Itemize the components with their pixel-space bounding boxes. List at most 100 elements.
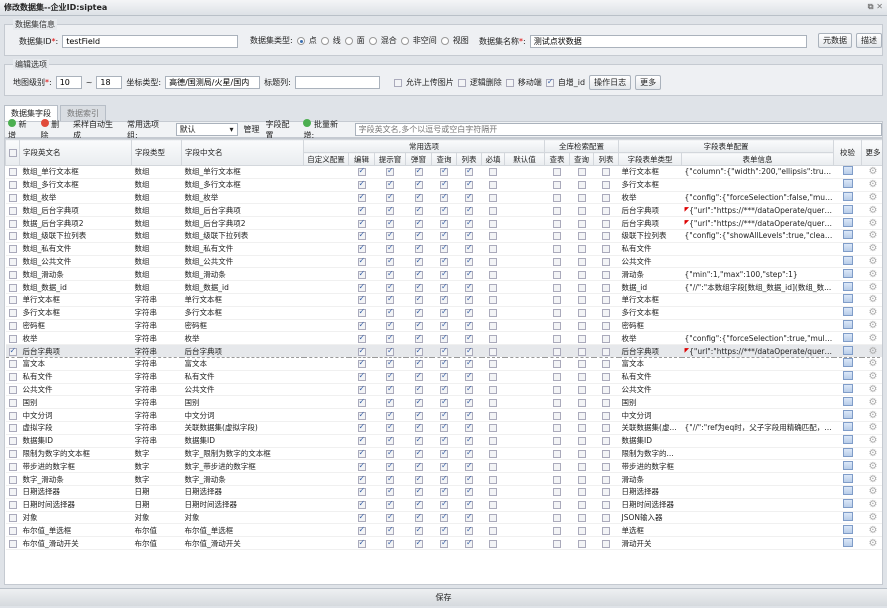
form-type[interactable]: 国别 [618, 395, 682, 410]
form-type[interactable]: 密码框 [618, 319, 682, 333]
list-checkbox[interactable] [465, 435, 473, 446]
form-type[interactable]: 枚举 [618, 331, 682, 346]
search-table-checkbox[interactable] [553, 296, 561, 305]
search-query-checkbox[interactable] [577, 296, 586, 305]
edit-checkbox[interactable] [357, 320, 366, 330]
edit-checkbox[interactable] [357, 499, 366, 510]
required-checkbox[interactable] [489, 296, 497, 305]
default-value-cell[interactable] [504, 447, 545, 461]
search-list-checkbox[interactable] [602, 321, 610, 330]
required-checkbox[interactable] [489, 437, 497, 446]
list-checkbox[interactable] [465, 384, 473, 394]
validate-icon[interactable] [842, 268, 853, 278]
row-select-checkbox[interactable] [8, 296, 17, 305]
validate-icon[interactable] [842, 332, 853, 342]
gear-icon[interactable]: ⚙ [868, 473, 878, 485]
custom-config-cell[interactable] [303, 447, 349, 461]
form-type[interactable]: 级联下拉列表 [618, 229, 682, 243]
header-cn-name[interactable]: 字段中文名 [181, 139, 304, 166]
search-query-checkbox[interactable] [577, 539, 586, 548]
custom-config-cell[interactable] [303, 434, 349, 448]
search-list-checkbox[interactable] [602, 257, 610, 266]
row-select-checkbox[interactable] [8, 219, 17, 228]
gear-icon[interactable]: ⚙ [868, 307, 878, 319]
form-type[interactable]: 后台字典项 [618, 216, 682, 230]
search-list-checkbox[interactable] [602, 501, 610, 510]
list-checkbox[interactable] [465, 230, 473, 241]
form-info[interactable] [681, 357, 834, 371]
search-table-checkbox[interactable] [553, 488, 561, 497]
tooltip-checkbox[interactable] [386, 243, 394, 254]
popup-checkbox[interactable] [414, 397, 423, 407]
popup-checkbox[interactable] [414, 435, 423, 446]
form-type[interactable]: 多行文本框 [618, 306, 682, 320]
gear-icon[interactable]: ⚙ [868, 204, 878, 216]
list-checkbox[interactable] [465, 166, 473, 177]
popup-checkbox[interactable] [414, 205, 423, 215]
form-type[interactable]: 日期选择器 [618, 485, 682, 499]
gear-icon[interactable]: ⚙ [868, 217, 878, 229]
table-row[interactable]: 私有文件字符串私有文件私有文件⚙ [5, 370, 882, 384]
search-table-checkbox[interactable] [553, 526, 561, 535]
table-row[interactable]: 富文本字符串富文本富文本⚙ [5, 357, 882, 371]
form-info[interactable] [681, 306, 834, 320]
table-row[interactable]: 日期选择器日期日期选择器日期选择器⚙ [5, 485, 882, 499]
edit-checkbox[interactable] [357, 474, 366, 484]
default-value-cell[interactable] [504, 280, 545, 294]
query-checkbox[interactable] [440, 397, 448, 407]
popup-checkbox[interactable] [414, 410, 423, 420]
default-value-cell[interactable] [504, 178, 545, 192]
gear-icon[interactable]: ⚙ [868, 230, 878, 242]
query-checkbox[interactable] [440, 320, 448, 330]
default-value-cell[interactable] [504, 229, 545, 243]
dataset-name-input[interactable] [529, 35, 807, 48]
batch-add-input[interactable] [354, 123, 882, 136]
gear-icon[interactable]: ⚙ [868, 345, 878, 357]
form-info[interactable] [681, 511, 834, 525]
query-checkbox[interactable] [440, 486, 448, 497]
popup-checkbox[interactable] [414, 499, 423, 510]
map-level-min-spinner[interactable] [55, 76, 82, 89]
operation-log-button[interactable]: 操作日志 [589, 75, 632, 90]
edit-checkbox[interactable] [357, 269, 366, 279]
form-type[interactable]: 后台字典项 [618, 203, 682, 218]
search-query-checkbox[interactable] [577, 424, 586, 433]
search-list-checkbox[interactable] [602, 360, 610, 369]
form-info[interactable] [681, 370, 834, 384]
custom-config-cell[interactable] [303, 216, 349, 230]
search-query-checkbox[interactable] [577, 437, 586, 446]
search-list-checkbox[interactable] [602, 334, 610, 343]
search-table-checkbox[interactable] [553, 321, 561, 330]
search-list-checkbox[interactable] [602, 513, 610, 522]
popup-checkbox[interactable] [414, 230, 423, 241]
validate-icon[interactable] [842, 473, 853, 483]
tooltip-checkbox[interactable] [386, 320, 394, 330]
popup-checkbox[interactable] [414, 282, 423, 292]
required-checkbox[interactable] [489, 168, 497, 177]
list-checkbox[interactable] [465, 192, 473, 202]
validate-icon[interactable] [842, 511, 853, 521]
form-type[interactable]: 多行文本框 [618, 178, 682, 192]
row-select-checkbox[interactable] [8, 206, 17, 215]
search-query-checkbox[interactable] [577, 462, 586, 471]
form-info[interactable] [681, 395, 834, 410]
default-value-cell[interactable] [504, 395, 545, 410]
custom-config-cell[interactable] [303, 408, 349, 422]
select-all-checkbox-cell[interactable] [5, 139, 20, 166]
row-select-checkbox[interactable] [8, 475, 17, 484]
search-table-checkbox[interactable] [553, 385, 561, 394]
row-select-checkbox[interactable] [8, 424, 17, 433]
dataset-type-radio[interactable] [344, 36, 353, 45]
form-info[interactable] [681, 434, 834, 448]
row-select-checkbox[interactable] [8, 245, 17, 254]
tooltip-checkbox[interactable] [386, 269, 394, 279]
option-group-select[interactable]: 默认 ▾ [175, 123, 238, 136]
custom-config-cell[interactable] [303, 485, 349, 499]
default-value-cell[interactable] [504, 344, 545, 358]
search-list-checkbox[interactable] [602, 526, 610, 535]
default-value-cell[interactable] [504, 267, 545, 282]
gear-icon[interactable]: ⚙ [868, 447, 878, 459]
